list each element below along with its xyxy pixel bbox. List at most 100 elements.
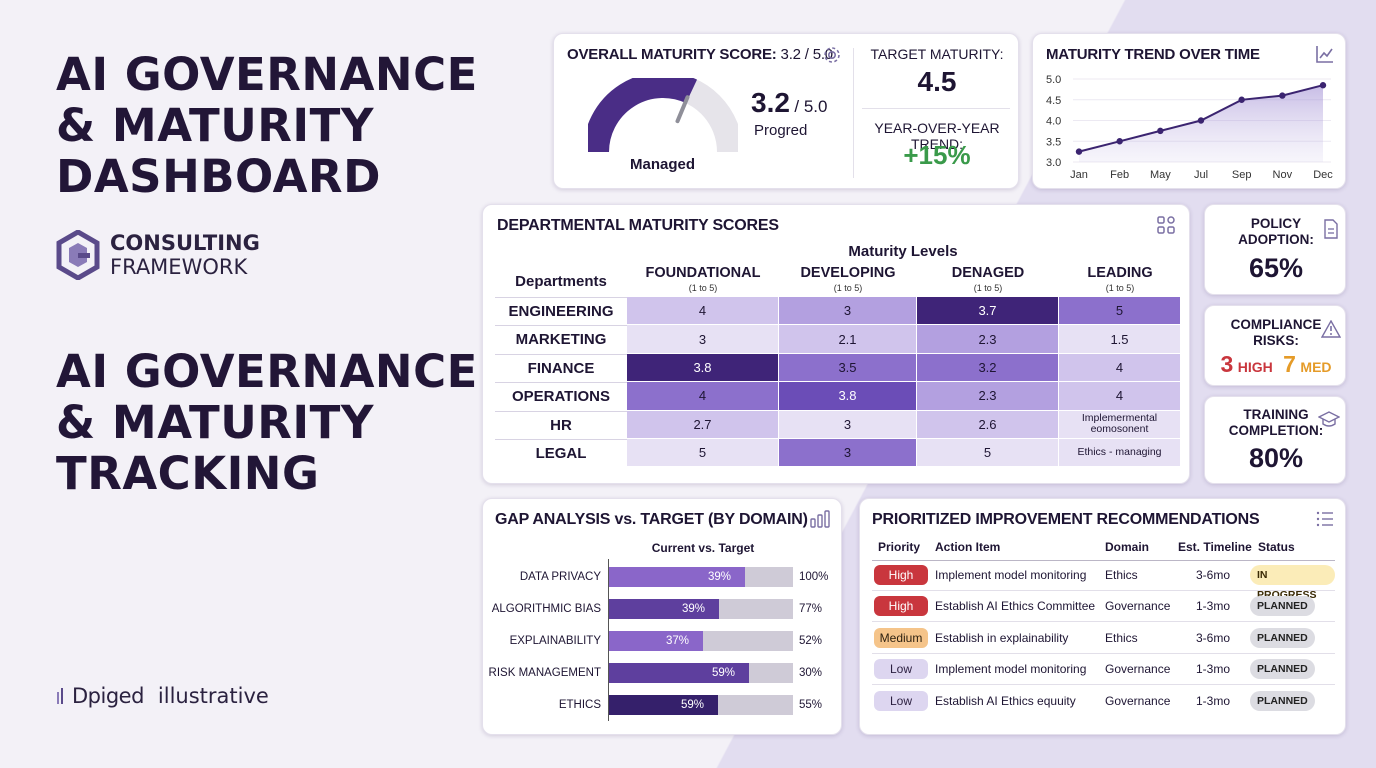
graduation-cap-icon [1318,411,1340,427]
department-name: LEGAL [495,439,627,467]
priority-badge: Medium [874,627,928,648]
trend-xtick: Dec [1313,169,1333,181]
med-count: 7 [1283,351,1296,377]
gap-target-label: 55% [799,699,823,711]
score-block: 3.2 / 5.0 [751,87,827,119]
trend-point [1238,96,1245,103]
gap-domain-label: EXPLAINABILITY [509,635,601,647]
trend-ytick: 5.0 [1046,74,1061,86]
checklist-icon[interactable] [1315,509,1335,529]
column-header: LEADING [1087,265,1153,281]
domain-cell: Governance [1105,599,1171,614]
training-label: TRAINING COMPLETION: [1228,407,1324,438]
gauge-needle [675,95,690,124]
domain-cell: Governance [1105,693,1171,708]
heatmap-cell: 5 [917,439,1058,467]
row-header: Departments [515,273,607,290]
trend-point [1197,117,1205,124]
heatmap-cell: Ethics - managing [1059,439,1180,467]
heatmap-cell: 3.2 [917,353,1058,382]
gap-analysis-card: GAP ANALYSIS vs. TARGET (BY DOMAIN) Curr… [482,498,842,735]
gap-current-bar: 39% [609,599,719,619]
trend-ytick: 3.0 [1046,157,1061,169]
overall-title-label: OVERALL MATURITY SCORE: [567,46,777,63]
heatmap-cell: 4 [1059,382,1180,410]
department-name: FINANCE [495,353,627,382]
timeline-cell: 3-6mo [1196,630,1231,645]
recommendations-card: PRIORITIZED IMPROVEMENT RECOMMENDATIONS … [859,498,1346,735]
trend-xtick: Nov [1273,169,1293,181]
warning-icon [1321,320,1341,338]
bar-chart-icon[interactable] [809,509,831,529]
heatmap-cell: 2.7 [627,410,778,438]
footer-tag: illustrative [157,684,269,708]
brand-line-1: CONSULTING [110,231,260,255]
gauge-label: Managed [630,156,696,173]
gear-icon[interactable] [822,45,842,65]
brand-line-2: FRAMEWORK [110,255,248,279]
policy-value: 65% [1248,253,1304,283]
gap-current-bar: 59% [609,695,718,715]
trend-card: MATURITY TREND OVER TIME 5.0 4.5 4.0 3.5 3.0… [1032,33,1346,189]
overall-maturity-card: OVERALL MATURITY SCORE: 3.2 / 5.0 Manage… [553,33,1019,189]
domain-cell: Ethics [1105,568,1138,582]
score-value: 3.2 [751,87,790,118]
column-subheader: (1 to 5) [1105,283,1135,293]
action-item[interactable]: Implement model monitoring [935,568,1087,582]
heatmap-cell: 3 [779,439,916,467]
high-count: 3 [1220,351,1234,377]
priority-badge: High [874,596,928,617]
gap-domain-label: DATA PRIVACY [519,571,601,583]
trend-title: MATURITY TREND OVER TIME [1046,46,1260,63]
overall-title: OVERALL MATURITY SCORE: 3.2 / 5.0 [567,46,833,63]
heatmap-cell: 3 [627,325,778,353]
risk-counts: 3 HIGH 7 MED [1205,351,1347,378]
grid-icon[interactable] [1156,215,1176,235]
training-value: 80% [1248,443,1304,473]
divider-h [862,108,1010,109]
heatmap-cell: 5 [627,439,778,467]
department-name: MARKETING [495,325,627,353]
compliance-risks-card: COMPLIANCE RISKS: 3 HIGH 7 MED [1204,305,1346,386]
status-badge: IN PROGRESS [1250,565,1335,601]
action-item[interactable]: Implement model monitoring [935,662,1087,677]
gap-target-label: 30% [799,667,823,679]
compliance-label: COMPLIANCE RISKS: [1230,317,1322,348]
gap-domain-label: ALGORITHMIC BIAS [491,603,601,615]
column-subheader: (1 to 5) [833,283,863,293]
heatmap-cell: 2.1 [779,325,916,353]
trend-point [1157,127,1164,135]
heatmap-cell: 3.8 [627,353,778,382]
trend-point [1075,148,1083,155]
trend-ytick: 4.0 [1046,116,1061,128]
footer-brand: Dpiged [72,684,144,708]
recs-header-divider [872,560,1335,561]
heatmap-cell: 1.5 [1059,325,1180,353]
column-header: DENAGED [951,265,1025,281]
status-badge: PLANNED [1250,690,1315,711]
heatmap-cell: 2.3 [917,325,1058,353]
med-label: MED [1300,359,1332,375]
divider [853,48,854,178]
action-item[interactable]: Establish in explainability [935,630,1069,645]
priority-badge: High [874,565,928,585]
heatmap-cell: 3.5 [779,353,916,382]
trend-xtick: Jan [1070,169,1088,181]
trend-point [1116,138,1123,145]
heatmap-cell: 3 [779,297,916,325]
gap-target-label: 77% [799,603,823,615]
action-item[interactable]: Establish AI Ethics equuity [935,693,1076,708]
gauge-fill [588,78,698,153]
trend-xtick: Jul [1194,169,1208,181]
heatmap-cell: 2.3 [917,382,1058,410]
trend-chart-icon[interactable] [1315,44,1335,64]
page-title: AI GOVERNANCE & MATURITY DASHBOARD [56,48,478,203]
timeline-cell: 1-3mo [1196,662,1231,677]
action-item[interactable]: Establish AI Ethics Committee [935,599,1096,614]
gap-axis [608,559,609,721]
trend-point [1319,82,1327,89]
recs-title: PRIORITIZED IMPROVEMENT RECOMMENDATIONS [872,511,1260,528]
maturity-gauge [588,78,738,153]
trend-ytick: 3.5 [1046,136,1061,148]
heatmap-cell: 3.8 [779,382,916,410]
